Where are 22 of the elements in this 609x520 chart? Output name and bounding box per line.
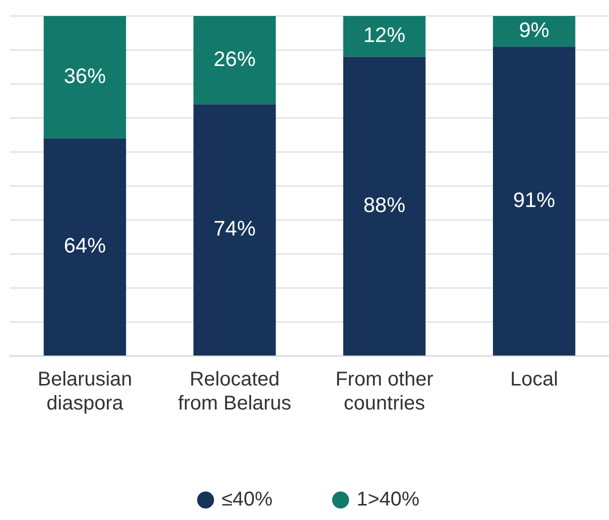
x-tick-label: Belarusian diaspora (38, 368, 132, 415)
data-label: 26% (214, 48, 256, 71)
data-label: 9% (518, 19, 550, 42)
data-label: 91% (513, 188, 556, 212)
data-label: 88% (363, 194, 406, 217)
x-tick-label: From other countries (335, 368, 434, 415)
bar (193, 16, 276, 104)
bar (343, 16, 426, 57)
x-tick-label: Local (510, 368, 558, 391)
data-label: 12% (363, 24, 406, 48)
bar (193, 104, 276, 356)
legend-label: 1>40% (356, 488, 420, 511)
data-label: 64% (64, 234, 106, 258)
bar (492, 16, 576, 47)
data-label: 36% (64, 64, 106, 88)
x-tick-label: Relocated from Belarus (178, 368, 292, 415)
legend-label: ≤40% (222, 488, 273, 511)
bar (343, 56, 426, 356)
bar (492, 46, 576, 356)
data-label: 74% (214, 218, 256, 241)
bar (44, 138, 126, 356)
bar (44, 16, 126, 138)
